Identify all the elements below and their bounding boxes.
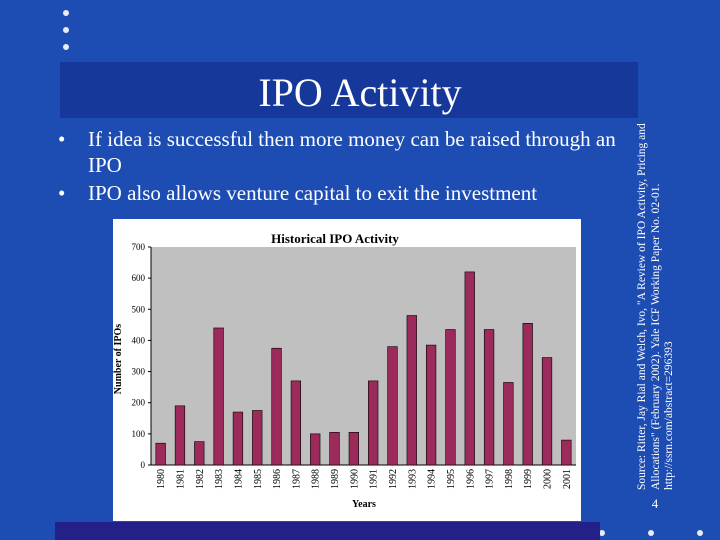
- bar-1996: [464, 271, 475, 466]
- chart-title: Historical IPO Activity: [271, 231, 399, 246]
- bar-1991: [368, 380, 379, 466]
- bar-1989: [329, 432, 340, 466]
- bar-1998: [503, 382, 514, 466]
- x-axis-label: Years: [352, 499, 376, 510]
- y-tick-label: 400: [132, 335, 146, 345]
- x-tick-label: 1987: [291, 469, 302, 489]
- title-band: [60, 62, 638, 118]
- x-tick-label: 1997: [485, 469, 496, 489]
- bar-1985: [252, 410, 263, 466]
- x-tick-label: 1999: [523, 469, 534, 489]
- x-tick-label: 1990: [349, 469, 360, 489]
- y-tick-label: 200: [132, 398, 146, 408]
- x-tick-label: 1994: [427, 469, 438, 489]
- x-tick-label: 1996: [465, 469, 476, 489]
- x-tick-label: 1982: [195, 469, 206, 489]
- bar-1992: [387, 346, 398, 466]
- bar-1988: [310, 433, 321, 466]
- x-tick-label: 1986: [272, 469, 283, 489]
- bar-1990: [348, 432, 359, 466]
- y-tick-label: 500: [132, 304, 146, 314]
- bullet-text: If idea is successful then more money ca…: [88, 127, 616, 177]
- bar-1997: [483, 329, 495, 466]
- x-tick-label: 1998: [504, 469, 515, 489]
- bar-1986: [271, 347, 282, 466]
- x-tick-label: 2000: [543, 469, 554, 489]
- y-axis-label: Number of IPOs: [113, 324, 124, 394]
- bottom-bar: [55, 522, 600, 540]
- y-tick-label: 100: [132, 429, 146, 439]
- decorative-dot: [63, 27, 69, 33]
- x-tick-label: 1993: [407, 469, 418, 489]
- decorative-dot: [63, 10, 69, 16]
- bar-1981: [174, 405, 186, 466]
- bar-1994: [425, 344, 437, 466]
- decorative-dot: [697, 530, 703, 536]
- y-tick-label: 600: [132, 273, 146, 283]
- bullet-list: • If idea is successful then more money …: [58, 126, 638, 208]
- y-tick-label: 0: [141, 460, 146, 470]
- x-tick-label: 1991: [369, 469, 380, 489]
- x-tick-label: 1995: [446, 469, 457, 489]
- x-tick-label: 1984: [233, 469, 244, 489]
- bar-1995: [445, 329, 456, 466]
- bar-1980: [155, 442, 166, 466]
- x-tick-label: 1983: [214, 469, 225, 489]
- bullet-mark: •: [58, 127, 66, 151]
- bar-1984: [232, 411, 244, 466]
- decorative-dot: [599, 530, 605, 536]
- bar-1983: [213, 327, 224, 466]
- page-number: 4: [651, 496, 659, 511]
- y-tick-label: 300: [132, 367, 146, 377]
- bar-2001: [561, 439, 572, 466]
- x-tick-label: 1992: [388, 469, 399, 489]
- bar-1987: [290, 380, 302, 466]
- bar-1993: [406, 315, 417, 466]
- x-tick-label: 2001: [562, 469, 573, 489]
- slide-title: IPO Activity: [258, 70, 462, 115]
- chart-container: Historical IPO Activity Number of IPOs Y…: [113, 219, 581, 521]
- x-tick-label: 1985: [253, 469, 264, 489]
- bar-2000: [541, 357, 553, 466]
- x-tick-label: 1988: [311, 469, 322, 489]
- x-tick-label: 1981: [175, 469, 186, 489]
- bar-1982: [194, 441, 205, 466]
- decorative-dot: [63, 44, 69, 50]
- y-tick-label: 700: [132, 242, 146, 252]
- bar-1999: [522, 323, 533, 466]
- bullet-item: • If idea is successful then more money …: [58, 126, 638, 178]
- ipo-bar-chart: Historical IPO Activity Number of IPOs Y…: [113, 231, 576, 510]
- decorative-dot: [648, 530, 654, 536]
- bullet-item: • IPO also allows venture capital to exi…: [58, 180, 638, 206]
- x-tick-label: 1989: [330, 469, 341, 489]
- x-tick-label: 1980: [156, 469, 167, 489]
- bullet-text: IPO also allows venture capital to exit …: [88, 181, 538, 205]
- source-citation: Source: Ritter, Jay Rial and Welch, Ivo,…: [636, 123, 675, 490]
- bullet-mark: •: [58, 181, 66, 205]
